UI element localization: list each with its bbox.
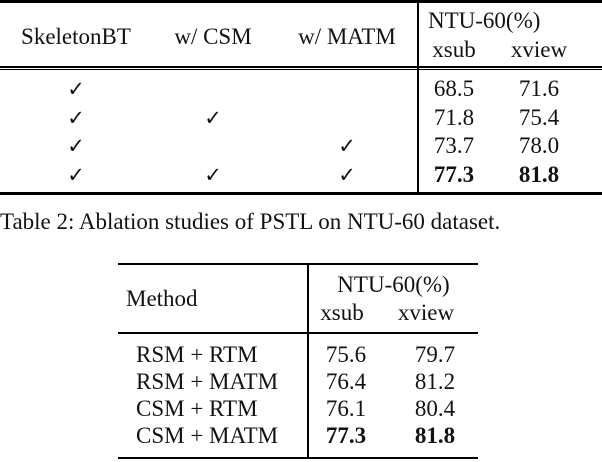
- table-row: ✓ ✓ 71.8 75.4: [0, 104, 602, 132]
- table-caption: Table 2: Ablation studies of PSTL on NTU…: [0, 209, 501, 234]
- checkmark-matm: [283, 75, 411, 103]
- sub-header-xsub: xsub: [320, 300, 364, 325]
- value-xsub: 73.7: [433, 133, 475, 158]
- sub-header-xview: xview: [397, 300, 455, 325]
- value-xsub: 76.4: [325, 369, 367, 394]
- table-row-best: CSM + MATM 77.3 81.8: [118, 422, 478, 449]
- column-header-csm: w/ CSM: [174, 24, 252, 49]
- value-xsub: 77.3: [433, 161, 475, 187]
- value-xsub: 77.3: [325, 422, 367, 448]
- checkmark-skeletonbt: ✓: [67, 77, 85, 101]
- table-row: RSM + MATM 76.4 81.2: [118, 368, 478, 395]
- sub-header-xview: xview: [510, 37, 568, 62]
- checkmark-skeletonbt: ✓: [67, 134, 85, 158]
- method-name: RSM + RTM: [136, 342, 258, 367]
- value-xview: 71.6: [518, 76, 560, 101]
- value-xsub: 71.8: [433, 104, 475, 130]
- value-xview: 80.4: [414, 395, 456, 421]
- value-xsub: 76.1: [325, 395, 367, 421]
- table-row: RSM + RTM 75.6 79.7: [118, 341, 478, 368]
- checkmark-csm: [148, 75, 278, 103]
- table-row: ✓ 68.5 71.6: [0, 75, 602, 103]
- method-name: CSM + RTM: [136, 395, 258, 421]
- table-top-rule: [118, 263, 478, 266]
- table-bottom-rule: [118, 457, 478, 460]
- ablation-table: SkeletonBT w/ CSM w/ MATM NTU-60(%) xsub…: [0, 0, 602, 197]
- method-name: RSM + MATM: [136, 369, 279, 394]
- table-bottom-rule: [0, 192, 602, 196]
- column-separator-rule: [417, 3, 419, 192]
- table-mid-rule: [118, 332, 478, 334]
- checkmark-csm: ✓: [204, 162, 222, 187]
- checkmark-matm: ✓: [338, 162, 356, 187]
- checkmark-csm: [148, 132, 278, 160]
- checkmark-matm: ✓: [338, 134, 356, 158]
- checkmark-matm: [283, 104, 411, 132]
- column-header-skeletonbt: SkeletonBT: [21, 24, 131, 49]
- column-header-matm: w/ MATM: [298, 24, 396, 49]
- value-xview: 81.2: [414, 369, 456, 394]
- table-row: CSM + RTM 76.1 80.4: [118, 395, 478, 422]
- value-xview: 81.8: [414, 422, 456, 448]
- table-top-rule: [0, 0, 602, 4]
- value-xview: 81.8: [518, 161, 560, 187]
- group-header-ntu60: NTU-60(%): [337, 272, 450, 297]
- sub-header-xsub: xsub: [432, 37, 476, 62]
- method-comparison-table: Method NTU-60(%) xsub xview RSM + RTM 75…: [118, 262, 478, 462]
- value-xview: 79.7: [414, 342, 456, 367]
- value-xsub: 75.6: [325, 342, 367, 367]
- group-header-ntu60: NTU-60(%): [428, 8, 541, 33]
- value-xview: 78.0: [518, 133, 560, 158]
- value-xsub: 68.5: [433, 76, 475, 101]
- column-separator-rule: [307, 265, 309, 458]
- checkmark-skeletonbt: ✓: [67, 105, 85, 130]
- table-row: ✓ ✓ 73.7 78.0: [0, 132, 602, 160]
- table-row-best: ✓ ✓ ✓ 77.3 81.8: [0, 161, 602, 189]
- table-mid-rule: [0, 66, 602, 70]
- value-xview: 75.4: [518, 104, 560, 130]
- column-header-method: Method: [126, 286, 198, 311]
- checkmark-skeletonbt: ✓: [67, 162, 85, 187]
- checkmark-csm: ✓: [204, 105, 222, 130]
- method-name: CSM + MATM: [136, 422, 279, 448]
